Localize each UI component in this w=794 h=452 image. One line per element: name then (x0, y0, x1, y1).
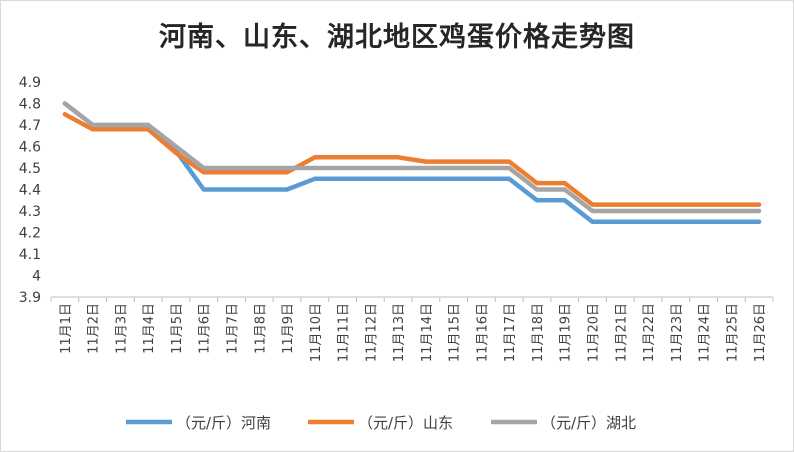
x-tick-label: 11月1日 (59, 303, 74, 354)
x-tick-label: 11月21日 (614, 303, 629, 362)
legend: （元/斤）河南 （元/斤）山东 （元/斤）湖北 (126, 414, 636, 432)
legend-label: （元/斤）湖北 (541, 414, 636, 432)
x-tick-label: 11月5日 (170, 303, 185, 354)
x-tick-label: 11月18日 (531, 303, 546, 362)
x-tick-label: 11月8日 (253, 303, 268, 354)
y-tick-label: 4.2 (19, 226, 41, 242)
x-tick-label: 11月15日 (448, 303, 463, 362)
x-tick-label: 11月14日 (420, 303, 435, 362)
series-lines (62, 101, 762, 225)
x-tick-label: 11月23日 (670, 303, 685, 362)
x-tick-label: 11月7日 (226, 303, 241, 354)
x-tick-label: 11月17日 (503, 303, 518, 362)
series-line (62, 112, 762, 207)
y-tick-label: 4.7 (19, 118, 41, 134)
x-tick-label: 11月3日 (114, 303, 129, 354)
series-line (62, 101, 762, 214)
x-tick-label: 11月25日 (725, 303, 740, 362)
y-axis-ticks: 4.9 4.8 4.7 4.6 4.5 4.4 4.3 4.2 4.1 4 3.9 (19, 75, 41, 306)
y-tick-label: 4.3 (19, 204, 41, 220)
x-tick-label: 11月4日 (142, 303, 157, 354)
chart-title: 河南、山东、湖北地区鸡蛋价格走势图 (159, 22, 635, 53)
x-tick-label: 11月10日 (309, 303, 324, 362)
x-tick-label: 11月16日 (475, 303, 490, 362)
x-tick-label: 11月24日 (698, 303, 713, 362)
legend-label: （元/斤）山东 (358, 414, 453, 432)
x-tick-label: 11月22日 (642, 303, 657, 362)
y-tick-label: 4.1 (19, 247, 41, 263)
x-tick-label: 11月19日 (559, 303, 574, 362)
y-tick-label: 4.6 (19, 140, 41, 156)
y-tick-label: 4.8 (19, 97, 41, 113)
x-tick-label: 11月9日 (281, 303, 296, 354)
x-tick-label: 11月6日 (198, 303, 213, 354)
x-tick-label: 11月12日 (364, 303, 379, 362)
y-tick-label: 3.9 (19, 290, 41, 306)
y-tick-label: 4.9 (19, 75, 41, 91)
x-tick-label: 11月26日 (753, 303, 768, 362)
y-tick-label: 4 (32, 269, 41, 285)
axes (50, 296, 774, 302)
x-tick-label: 11月13日 (392, 303, 407, 362)
y-tick-label: 4.4 (19, 183, 41, 199)
x-tick-label: 11月11日 (337, 303, 352, 362)
y-tick-label: 4.5 (19, 161, 41, 177)
x-axis-ticks: 11月1日 11月2日 11月3日 11月4日 11月5日 11月6日 11月7日 11月8日… (59, 303, 768, 362)
x-tick-label: 11月2日 (87, 303, 102, 354)
legend-label: （元/斤）河南 (176, 414, 271, 432)
x-tick-label: 11月20日 (587, 303, 602, 362)
